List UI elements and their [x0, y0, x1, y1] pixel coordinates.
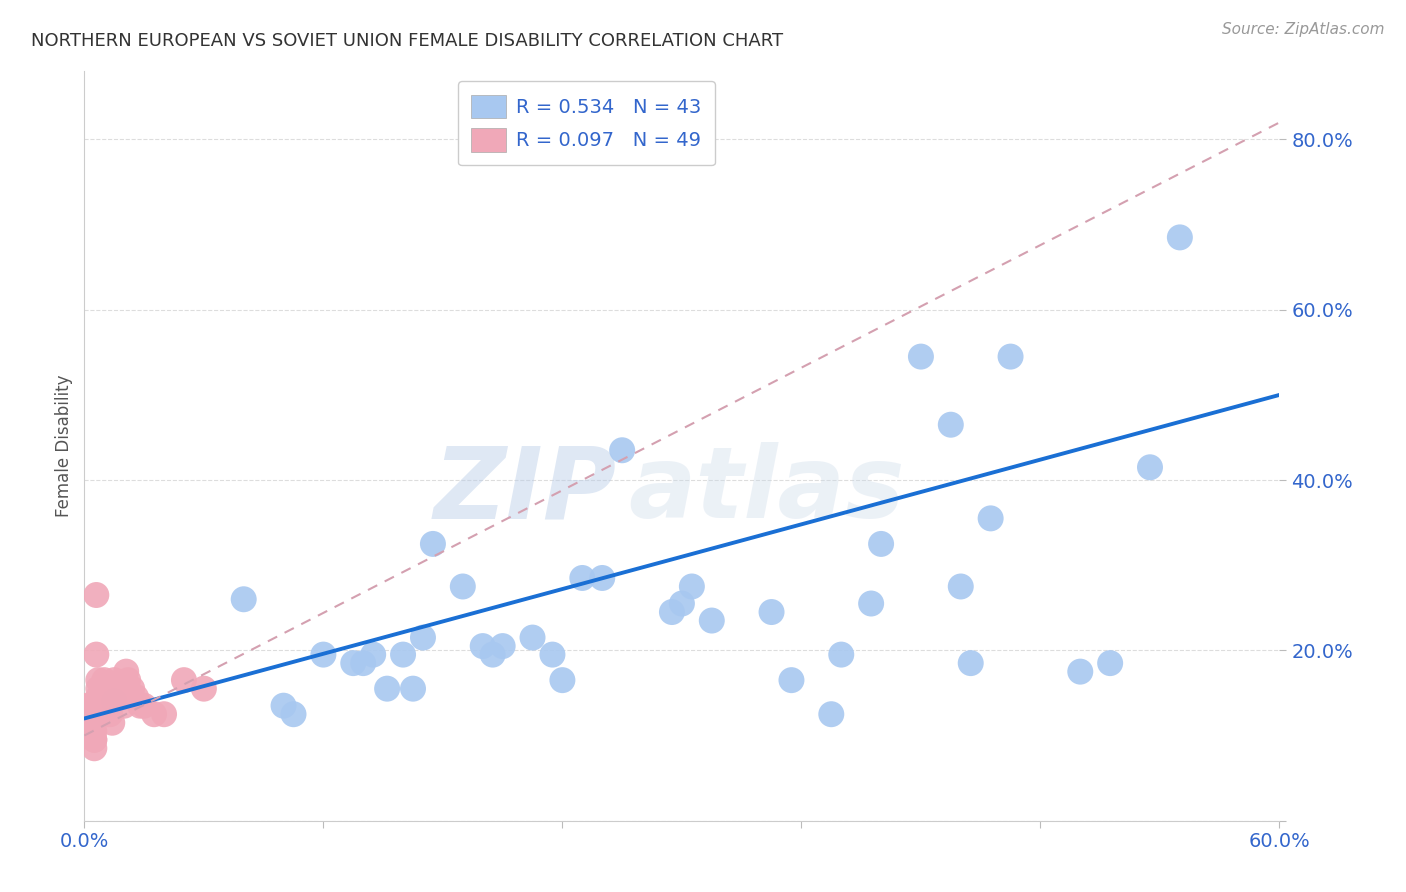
Point — [780, 673, 803, 688]
Point — [273, 698, 295, 713]
Point — [111, 690, 134, 705]
Point — [193, 681, 215, 696]
Point — [83, 741, 105, 756]
Point — [93, 673, 115, 688]
Point — [1069, 665, 1091, 679]
Point — [671, 597, 693, 611]
Point — [392, 648, 415, 662]
Point — [96, 690, 118, 705]
Point — [87, 673, 110, 688]
Point — [820, 707, 842, 722]
Point — [700, 614, 723, 628]
Point — [342, 656, 364, 670]
Point — [980, 511, 1002, 525]
Point — [75, 724, 97, 739]
Point — [82, 715, 104, 730]
Point — [312, 648, 335, 662]
Point — [98, 707, 121, 722]
Point — [83, 732, 105, 747]
Point — [115, 665, 138, 679]
Point — [75, 715, 97, 730]
Point — [82, 715, 104, 730]
Point — [125, 690, 148, 705]
Point — [910, 350, 932, 364]
Point — [121, 681, 143, 696]
Point — [103, 673, 125, 688]
Point — [661, 605, 683, 619]
Point — [551, 673, 574, 688]
Point — [91, 707, 114, 722]
Point — [612, 443, 634, 458]
Point — [1099, 656, 1122, 670]
Legend: R = 0.534   N = 43, R = 0.097   N = 49: R = 0.534 N = 43, R = 0.097 N = 49 — [458, 81, 714, 166]
Point — [959, 656, 981, 670]
Point — [86, 588, 108, 602]
Text: NORTHERN EUROPEAN VS SOVIET UNION FEMALE DISABILITY CORRELATION CHART: NORTHERN EUROPEAN VS SOVIET UNION FEMALE… — [31, 32, 783, 50]
Point — [949, 580, 972, 594]
Point — [91, 707, 114, 722]
Text: Source: ZipAtlas.com: Source: ZipAtlas.com — [1222, 22, 1385, 37]
Point — [83, 724, 105, 739]
Point — [591, 571, 613, 585]
Point — [481, 648, 503, 662]
Point — [1139, 460, 1161, 475]
Point — [112, 698, 135, 713]
Point — [232, 592, 254, 607]
Point — [173, 673, 195, 688]
Text: atlas: atlas — [628, 442, 904, 540]
Point — [89, 707, 111, 722]
Point — [451, 580, 474, 594]
Point — [132, 698, 156, 713]
Y-axis label: Female Disability: Female Disability — [55, 375, 73, 517]
Point — [101, 715, 124, 730]
Point — [103, 694, 125, 708]
Point — [75, 698, 97, 713]
Point — [93, 681, 115, 696]
Point — [97, 707, 120, 722]
Point — [110, 690, 132, 705]
Point — [79, 707, 101, 722]
Point — [83, 732, 105, 747]
Point — [79, 715, 101, 730]
Point — [571, 571, 593, 585]
Point — [375, 681, 398, 696]
Point — [860, 597, 883, 611]
Point — [1000, 350, 1022, 364]
Point — [830, 648, 852, 662]
Point — [471, 639, 494, 653]
Point — [412, 631, 434, 645]
Point — [143, 707, 166, 722]
Point — [117, 673, 139, 688]
Point — [87, 681, 110, 696]
Point — [283, 707, 305, 722]
Point — [522, 631, 544, 645]
Point — [352, 656, 374, 670]
Point — [870, 537, 893, 551]
Point — [87, 690, 110, 705]
Point — [492, 639, 515, 653]
Point — [129, 698, 152, 713]
Point — [541, 648, 564, 662]
Point — [82, 724, 104, 739]
Point — [96, 690, 118, 705]
Point — [361, 648, 384, 662]
Point — [75, 707, 97, 722]
Point — [107, 681, 129, 696]
Point — [681, 580, 703, 594]
Point — [105, 681, 128, 696]
Point — [89, 698, 111, 713]
Point — [422, 537, 444, 551]
Point — [79, 715, 101, 730]
Point — [153, 707, 176, 722]
Point — [1168, 230, 1191, 244]
Point — [89, 698, 111, 713]
Point — [86, 648, 108, 662]
Text: ZIP: ZIP — [433, 442, 616, 540]
Point — [96, 698, 118, 713]
Point — [939, 417, 962, 432]
Point — [761, 605, 783, 619]
Point — [402, 681, 425, 696]
Point — [79, 698, 101, 713]
